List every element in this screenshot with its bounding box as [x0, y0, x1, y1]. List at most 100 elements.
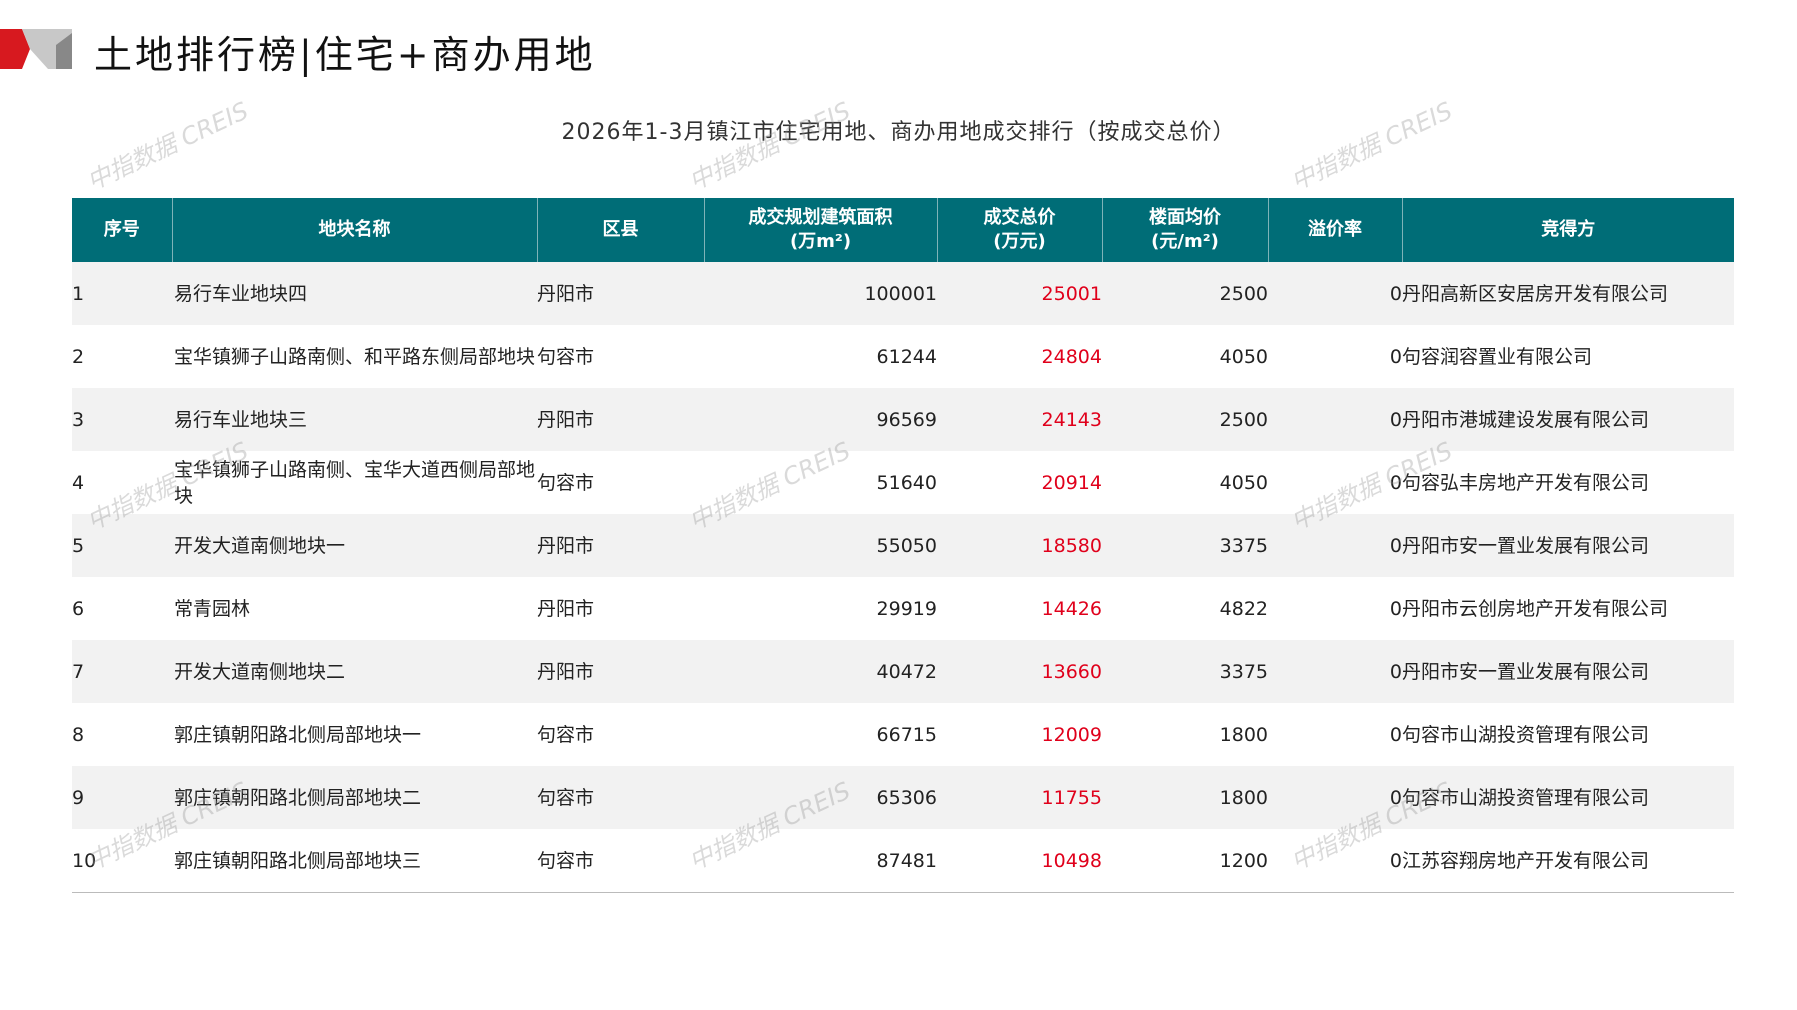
column-header: 竞得方 [1401, 198, 1734, 262]
cell-rank: 8 [72, 723, 85, 746]
column-header: 序号 [72, 198, 172, 262]
cell-rank: 7 [72, 660, 85, 683]
cell-area: 40472 [876, 660, 937, 683]
cell-name: 易行车业地块四 [174, 282, 308, 305]
cell-premium: 0 [1268, 829, 1402, 893]
cell-total: 24804 [1041, 345, 1102, 368]
cell-premium: 0 [1389, 723, 1402, 746]
cell-district: 句容市 [537, 786, 595, 809]
column-header: 楼面均价 (元/m²) [1101, 198, 1268, 262]
cell-total: 10498 [937, 829, 1102, 893]
cell-unit-price: 1800 [1219, 723, 1268, 746]
cell-unit-price: 3375 [1219, 660, 1268, 683]
table-row: 8 郭庄镇朝阳路北侧局部地块一 句容市 66715 12009 1800 0 句容市山湖投资管… [72, 703, 1734, 766]
cell-area: 65306 [876, 786, 937, 809]
table-row: 3 易行车业地块三 丹阳市 96569 24143 2500 0 丹阳市港城建设发展有限公司 [72, 388, 1734, 451]
table-row: 1 易行车业地块四 丹阳市 100001 25001 2500 0 丹阳高新区安居房开发有限公… [72, 262, 1734, 325]
cell-area: 66715 [876, 723, 937, 746]
cell-area: 87481 [704, 829, 937, 893]
cell-total: 13660 [1041, 660, 1102, 683]
cell-unit-price: 3375 [1219, 534, 1268, 557]
cell-premium: 0 [1389, 534, 1402, 557]
cell-buyer: 句容市山湖投资管理有限公司 [1402, 786, 1650, 809]
cell-premium: 0 [1389, 408, 1402, 431]
cell-rank: 6 [72, 597, 85, 620]
table-header: 序号 地块名称 区县 成交规划建筑面积 (万m²) 成交总价 (万元) 楼面均价 (元/m… [72, 198, 1734, 262]
cell-buyer: 丹阳市安一置业发展有限公司 [1402, 534, 1650, 557]
cell-district: 句容市 [537, 723, 595, 746]
cell-area: 100001 [864, 282, 937, 305]
cell-buyer: 句容市山湖投资管理有限公司 [1402, 723, 1650, 746]
cell-district: 句容市 [537, 345, 595, 368]
cell-unit-price: 4050 [1219, 471, 1268, 494]
cell-name: 宝华镇狮子山路南侧、和平路东侧局部地块 [174, 345, 536, 368]
table-title: 2026年1-3月镇江市住宅用地、商办用地成交排行（按成交总价） [561, 120, 1236, 145]
cell-area: 51640 [876, 471, 937, 494]
cell-rank: 10 [72, 829, 172, 893]
table-row: 10 郭庄镇朝阳路北侧局部地块三 句容市 87481 10498 1200 0 江苏容翔房地产… [72, 829, 1734, 893]
cell-total: 25001 [1041, 282, 1102, 305]
column-header: 溢价率 [1267, 198, 1402, 262]
cell-district: 丹阳市 [537, 660, 595, 683]
page-title: 土地排行榜|住宅+商办用地 [94, 33, 596, 77]
table-row: 2 宝华镇狮子山路南侧、和平路东侧局部地块 句容市 61244 24804 4050 0 句容… [72, 325, 1734, 388]
cell-name: 常青园林 [174, 597, 251, 620]
cell-name: 开发大道南侧地块一 [174, 534, 346, 557]
cell-name: 易行车业地块三 [174, 408, 308, 431]
cell-area: 55050 [876, 534, 937, 557]
cell-name: 郭庄镇朝阳路北侧局部地块二 [174, 786, 422, 809]
cell-total: 14426 [1041, 597, 1102, 620]
cell-premium: 0 [1389, 345, 1402, 368]
column-header: 成交规划建筑面积 (万m²) [703, 198, 937, 262]
cell-name: 开发大道南侧地块二 [174, 660, 346, 683]
cell-unit-price: 4822 [1219, 597, 1268, 620]
cell-unit-price: 1800 [1219, 786, 1268, 809]
cell-district: 丹阳市 [537, 534, 595, 557]
cell-total: 18580 [1041, 534, 1102, 557]
table-row: 5 开发大道南侧地块一 丹阳市 55050 18580 3375 0 丹阳市安一置业发展有限公… [72, 514, 1734, 577]
cell-total: 20914 [1041, 471, 1102, 494]
cell-rank: 5 [72, 534, 85, 557]
cell-premium: 0 [1389, 660, 1402, 683]
cell-buyer: 丹阳高新区安居房开发有限公司 [1402, 282, 1669, 305]
cell-area: 61244 [876, 345, 937, 368]
cell-unit-price: 4050 [1219, 345, 1268, 368]
brand-logo-icon [0, 29, 72, 69]
cell-unit-price: 2500 [1219, 408, 1268, 431]
cell-buyer: 江苏容翔房地产开发有限公司 [1402, 829, 1734, 893]
cell-rank: 9 [72, 786, 85, 809]
cell-name: 郭庄镇朝阳路北侧局部地块一 [174, 723, 422, 746]
cell-premium: 0 [1389, 786, 1402, 809]
cell-district: 丹阳市 [537, 597, 595, 620]
cell-name: 郭庄镇朝阳路北侧局部地块三 [172, 829, 537, 893]
cell-total: 24143 [1041, 408, 1102, 431]
cell-total: 12009 [1041, 723, 1102, 746]
cell-total: 11755 [1041, 786, 1102, 809]
cell-buyer: 句容弘丰房地产开发有限公司 [1402, 471, 1650, 494]
cell-district: 句容市 [537, 471, 595, 494]
cell-area: 96569 [876, 408, 937, 431]
cell-premium: 0 [1389, 597, 1402, 620]
cell-rank: 1 [72, 282, 85, 305]
table-row: 9 郭庄镇朝阳路北侧局部地块二 句容市 65306 11755 1800 0 句容市山湖投资管… [72, 766, 1734, 829]
cell-district: 丹阳市 [537, 408, 595, 431]
cell-rank: 4 [72, 471, 85, 494]
cell-rank: 2 [72, 345, 85, 368]
cell-district: 丹阳市 [537, 282, 595, 305]
cell-unit-price: 1200 [1102, 829, 1268, 893]
cell-premium: 0 [1389, 282, 1402, 305]
cell-buyer: 丹阳市港城建设发展有限公司 [1402, 408, 1650, 431]
column-header: 区县 [536, 198, 704, 262]
table-row: 4 宝华镇狮子山路南侧、宝华大道西侧局部地块 句容市 51640 20914 4050 0 句… [72, 451, 1734, 514]
cell-name: 宝华镇狮子山路南侧、宝华大道西侧局部地块 [174, 458, 536, 507]
land-ranking-table: 序号 地块名称 区县 成交规划建筑面积 (万m²) 成交总价 (万元) 楼面均价 (元/m… [72, 198, 1734, 893]
column-header: 地块名称 [171, 198, 537, 262]
cell-area: 29919 [876, 597, 937, 620]
cell-buyer: 丹阳市云创房地产开发有限公司 [1402, 597, 1669, 620]
column-header: 成交总价 (万元) [936, 198, 1102, 262]
table-row: 6 常青园林 丹阳市 29919 14426 4822 0 丹阳市云创房地产开发有限公司 [72, 577, 1734, 640]
cell-district: 句容市 [537, 829, 704, 893]
table-row: 7 开发大道南侧地块二 丹阳市 40472 13660 3375 0 丹阳市安一置业发展有限公… [72, 640, 1734, 703]
cell-premium: 0 [1389, 471, 1402, 494]
cell-unit-price: 2500 [1219, 282, 1268, 305]
